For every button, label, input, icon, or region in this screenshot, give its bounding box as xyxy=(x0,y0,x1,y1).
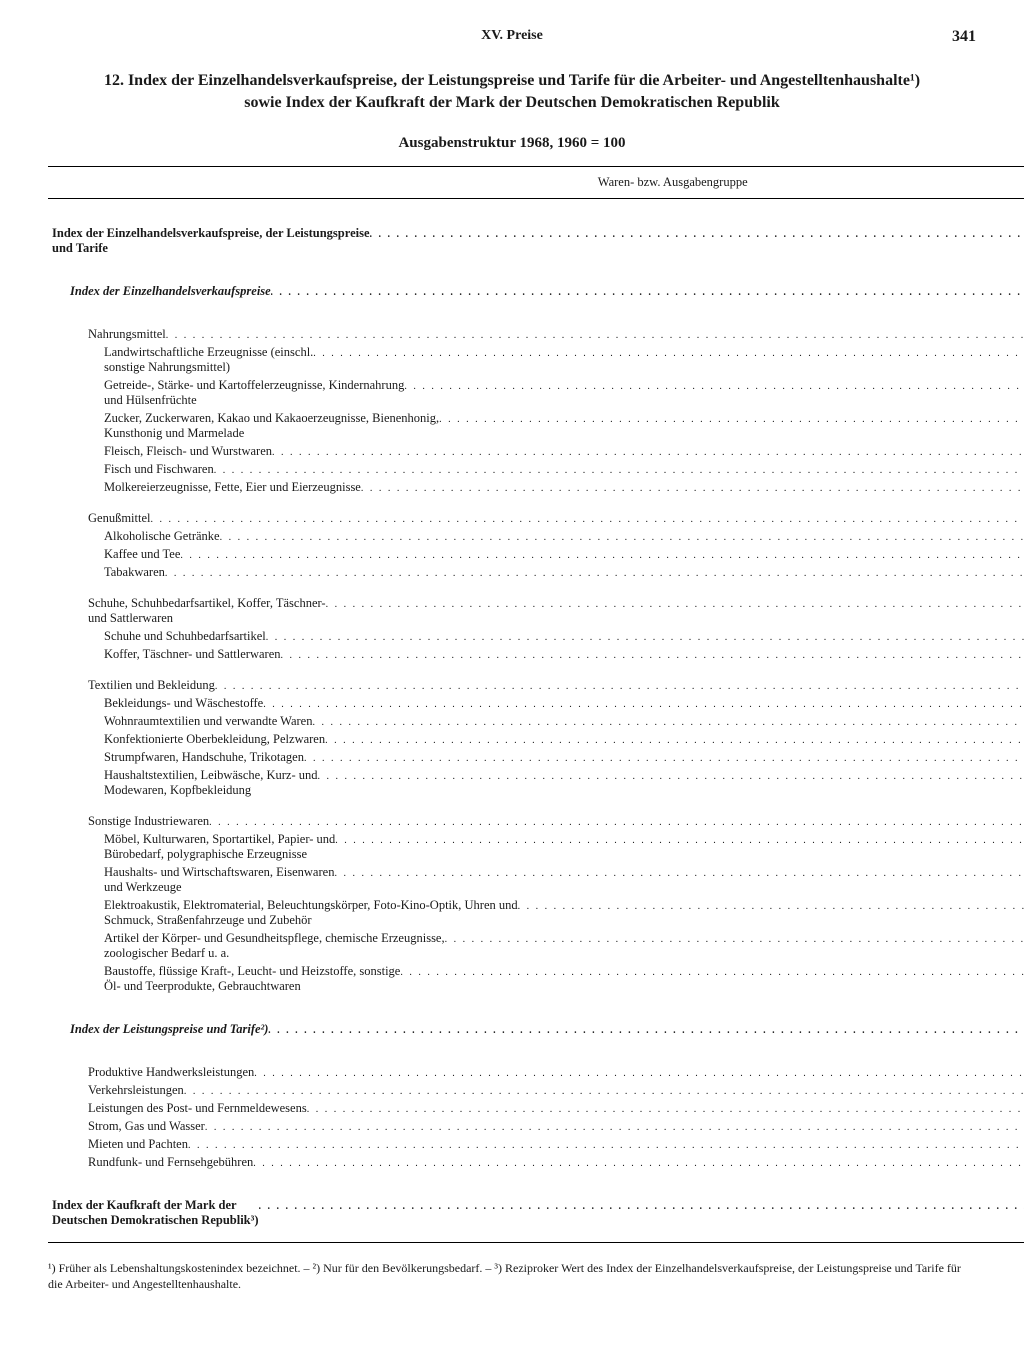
table-row: Index der Einzelhandelsverkaufspreise. .… xyxy=(48,282,1024,300)
table-row: Fleisch, Fleisch- und Wurstwaren. . . . … xyxy=(48,442,1024,460)
table-row: Index der Einzelhandelsverkaufspreise, d… xyxy=(48,224,1024,257)
table-row: Landwirtschaftliche Erzeugnisse (einschl… xyxy=(48,343,1024,376)
table-row xyxy=(48,1038,1024,1063)
table-row: Molkereierzeugnisse, Fette, Eier und Eie… xyxy=(48,478,1024,496)
table-row: Sonstige Industriewaren. . . . . . . . .… xyxy=(48,812,1024,830)
table-row: Textilien und Bekleidung. . . . . . . . … xyxy=(48,676,1024,694)
section-title: XV. Preise xyxy=(481,28,543,43)
table-row: Bekleidungs- und Wäschestoffe. . . . . .… xyxy=(48,694,1024,712)
table-row: Kaffee und Tee. . . . . . . . . . . . . … xyxy=(48,545,1024,563)
table-row: Elektroakustik, Elektromaterial, Beleuch… xyxy=(48,896,1024,929)
table-row xyxy=(48,199,1024,225)
table-row: Strom, Gas und Wasser. . . . . . . . . .… xyxy=(48,1117,1024,1135)
table-row xyxy=(48,496,1024,509)
table-row: Koffer, Täschner- und Sattlerwaren. . . … xyxy=(48,645,1024,663)
table-row xyxy=(48,581,1024,594)
table-row xyxy=(48,257,1024,282)
table-row xyxy=(48,995,1024,1020)
table-row: Zucker, Zuckerwaren, Kakao und Kakaoerze… xyxy=(48,409,1024,442)
page-subtitle: Ausgabenstruktur 1968, 1960 = 100 xyxy=(48,135,976,152)
table-row: Haushalts- und Wirtschaftswaren, Eisenwa… xyxy=(48,863,1024,896)
running-head: XV. Preise 341 xyxy=(48,28,976,44)
table-row: Getreide-, Stärke- und Kartoffelerzeugni… xyxy=(48,376,1024,409)
table-row: Konfektionierte Oberbekleidung, Pelzware… xyxy=(48,730,1024,748)
table-row xyxy=(48,1229,1024,1243)
table-row: Tabakwaren. . . . . . . . . . . . . . . … xyxy=(48,563,1024,581)
table-row xyxy=(48,663,1024,676)
table-row: Schuhe, Schuhbedarfsartikel, Koffer, Täs… xyxy=(48,594,1024,627)
table-row: Möbel, Kulturwaren, Sportartikel, Papier… xyxy=(48,830,1024,863)
page-number: 341 xyxy=(952,28,976,46)
table-row: Fisch und Fischwaren. . . . . . . . . . … xyxy=(48,460,1024,478)
price-index-table: Waren- bzw. Ausgabengruppe 1955 1965 196… xyxy=(48,166,1024,1243)
table-row xyxy=(48,300,1024,325)
col-label: Waren- bzw. Ausgabengruppe xyxy=(48,167,1024,199)
table-row: Produktive Handwerksleistungen. . . . . … xyxy=(48,1063,1024,1081)
table-row: Rundfunk- und Fernsehgebühren. . . . . .… xyxy=(48,1153,1024,1171)
table-row: Index der Kaufkraft der Mark derDeutsche… xyxy=(48,1196,1024,1229)
table-row: Artikel der Körper- und Gesundheitspfleg… xyxy=(48,929,1024,962)
table-row: Strumpfwaren, Handschuhe, Trikotagen. . … xyxy=(48,748,1024,766)
table-row: Mieten und Pachten. . . . . . . . . . . … xyxy=(48,1135,1024,1153)
table-row: Index der Leistungspreise und Tarife²). … xyxy=(48,1020,1024,1038)
table-row: Verkehrsleistungen. . . . . . . . . . . … xyxy=(48,1081,1024,1099)
table-row: Haushaltstextilien, Leibwäsche, Kurz- un… xyxy=(48,766,1024,799)
table-row: Nahrungsmittel. . . . . . . . . . . . . … xyxy=(48,325,1024,343)
table-row xyxy=(48,1171,1024,1196)
table-row: Wohnraumtextilien und verwandte Waren. .… xyxy=(48,712,1024,730)
table-row: Leistungen des Post- und Fernmeldewesens… xyxy=(48,1099,1024,1117)
table-row: Schuhe und Schuhbedarfsartikel. . . . . … xyxy=(48,627,1024,645)
table-row: Genußmittel. . . . . . . . . . . . . . .… xyxy=(48,509,1024,527)
table-row: Baustoffe, flüssige Kraft-, Leucht- und … xyxy=(48,962,1024,995)
footnotes: ¹) Früher als Lebenshaltungskostenindex … xyxy=(48,1261,976,1292)
table-row: Alkoholische Getränke. . . . . . . . . .… xyxy=(48,527,1024,545)
table-row xyxy=(48,799,1024,812)
page-title: 12. Index der Einzelhandelsverkaufspreis… xyxy=(88,70,936,113)
